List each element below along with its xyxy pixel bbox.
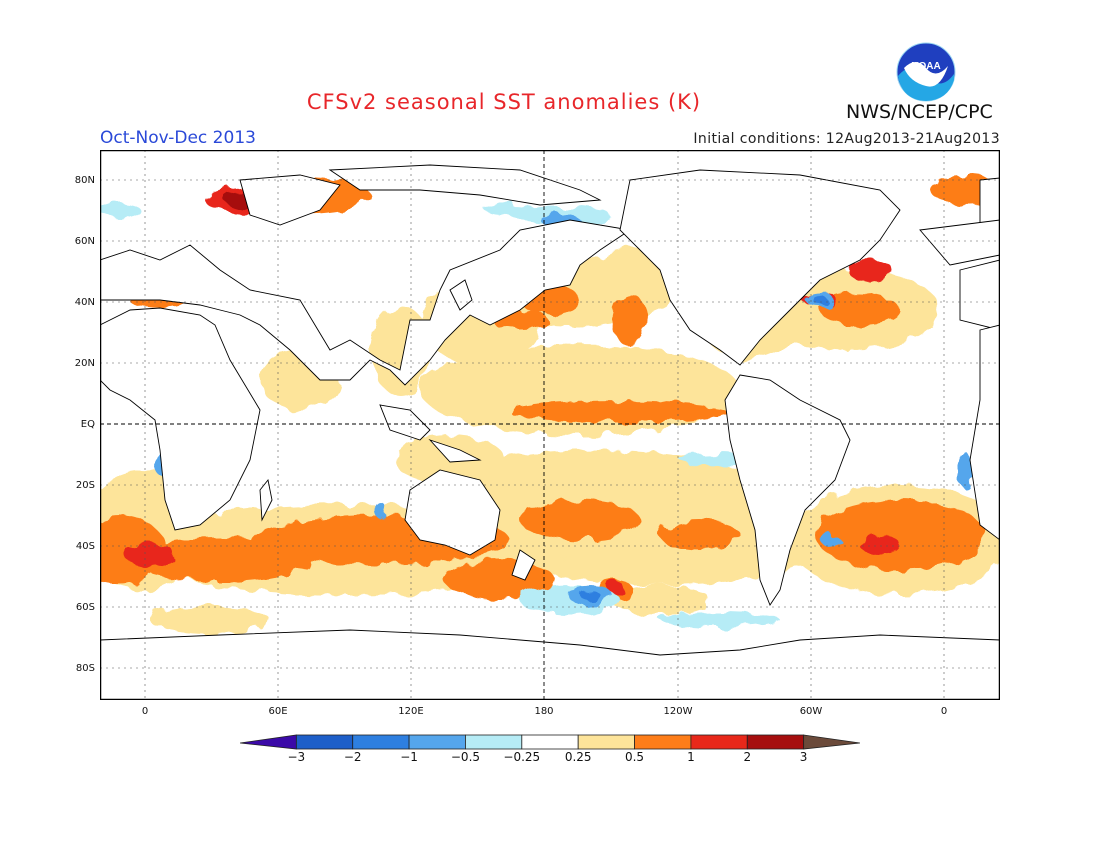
- lat-label-60s: 60S: [75, 602, 95, 613]
- lat-label-40s: 40S: [75, 541, 95, 552]
- lat-label-80s: 80S: [75, 663, 95, 674]
- colorbar-segment: [634, 734, 692, 750]
- lon-label-0-right: 0: [940, 706, 948, 717]
- lon-label-0: 0: [141, 706, 149, 717]
- continents: [100, 164, 1000, 700]
- colorbar-segment: [690, 734, 748, 750]
- organization-label: NWS/NCEP/CPC: [846, 101, 993, 123]
- lat-label-40n: 40N: [74, 297, 95, 308]
- colorbar-arrow-low: [240, 734, 297, 750]
- colorbar-segment: [352, 734, 410, 750]
- lat-label-20n: 20N: [74, 358, 95, 369]
- lon-label-60e: 60E: [268, 706, 288, 717]
- colorbar-segment: [295, 734, 354, 750]
- lon-label-120w: 120W: [663, 706, 693, 717]
- colorbar-label: −3: [287, 750, 306, 764]
- colorbar-segment: [408, 734, 466, 750]
- colorbar-label: 0.25: [564, 750, 592, 764]
- colorbar-arrow-high: [803, 734, 860, 750]
- colorbar: [240, 734, 860, 750]
- lon-label-120e: 120E: [398, 706, 424, 717]
- noaa-logo: NOAA: [896, 42, 956, 102]
- colorbar-segment: [465, 734, 523, 750]
- colorbar-label: −1: [400, 750, 418, 764]
- colorbar-label: 2: [743, 750, 752, 764]
- lat-label-60n: 60N: [74, 236, 95, 247]
- map-grid: [100, 150, 1000, 700]
- chart-title: CFSv2 seasonal SST anomalies (K): [306, 90, 702, 114]
- colorbar-label: 0.5: [624, 750, 645, 764]
- colorbar-label: −0.5: [450, 750, 481, 764]
- lat-label-eq: EQ: [80, 419, 95, 430]
- sst-anomaly-map: [100, 150, 1000, 700]
- lon-label-180: 180: [534, 706, 554, 717]
- logo-text: NOAA: [911, 61, 940, 72]
- map-frame: [100, 150, 1000, 700]
- lat-label-80n: 80N: [74, 175, 95, 186]
- colorbar-segment: [577, 734, 635, 750]
- colorbar-label: −0.25: [503, 750, 541, 764]
- colorbar-label: 3: [799, 750, 808, 764]
- initial-conditions-label: Initial conditions: 12Aug2013-21Aug2013: [693, 131, 1000, 147]
- lat-label-20s: 20S: [75, 480, 95, 491]
- colorbar-label: −2: [343, 750, 362, 764]
- lon-label-60w: 60W: [799, 706, 823, 717]
- colorbar-segment: [746, 734, 805, 750]
- colorbar-label: 1: [687, 750, 695, 764]
- colorbar-segment: [521, 734, 579, 750]
- season-label: Oct-Nov-Dec 2013: [100, 128, 256, 148]
